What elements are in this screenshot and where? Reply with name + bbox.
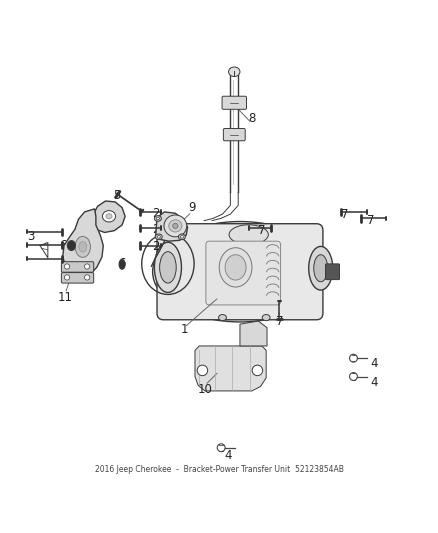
Ellipse shape [119, 260, 125, 269]
FancyBboxPatch shape [157, 224, 323, 320]
Ellipse shape [157, 236, 160, 238]
Ellipse shape [152, 222, 327, 322]
Text: 9: 9 [188, 201, 196, 214]
Ellipse shape [106, 214, 112, 219]
Text: 2016 Jeep Cherokee  -  Bracket-Power Transfer Unit  52123854AB: 2016 Jeep Cherokee - Bracket-Power Trans… [95, 465, 343, 474]
Ellipse shape [219, 248, 252, 287]
Ellipse shape [229, 67, 240, 77]
Text: 7: 7 [276, 314, 283, 328]
Ellipse shape [219, 314, 226, 321]
Text: 2: 2 [152, 207, 159, 220]
Text: 7: 7 [341, 208, 349, 222]
Circle shape [64, 264, 70, 269]
Ellipse shape [164, 215, 187, 237]
Text: 1: 1 [180, 324, 188, 336]
Polygon shape [240, 321, 267, 346]
Text: 7: 7 [258, 224, 265, 237]
Polygon shape [63, 209, 103, 277]
Text: 6: 6 [59, 239, 67, 252]
Text: 10: 10 [198, 383, 212, 396]
Circle shape [197, 365, 208, 376]
Ellipse shape [225, 255, 246, 280]
Polygon shape [92, 201, 125, 232]
FancyBboxPatch shape [61, 272, 94, 283]
Text: 2: 2 [152, 223, 159, 236]
Text: 5: 5 [113, 189, 120, 202]
Text: 11: 11 [58, 292, 73, 304]
Text: 3: 3 [27, 230, 34, 243]
Ellipse shape [67, 241, 75, 251]
Polygon shape [155, 212, 187, 241]
FancyBboxPatch shape [222, 96, 247, 109]
Ellipse shape [102, 211, 116, 222]
Circle shape [64, 275, 70, 280]
Circle shape [217, 444, 225, 451]
Circle shape [85, 275, 90, 280]
Ellipse shape [155, 234, 162, 240]
Circle shape [85, 264, 90, 269]
Ellipse shape [169, 220, 182, 232]
FancyBboxPatch shape [325, 264, 339, 280]
Text: 4: 4 [370, 376, 378, 389]
Ellipse shape [154, 216, 161, 221]
Text: 6: 6 [118, 256, 126, 270]
Ellipse shape [156, 217, 159, 220]
Polygon shape [195, 346, 266, 391]
Ellipse shape [75, 236, 90, 257]
Text: 7: 7 [367, 214, 374, 227]
Ellipse shape [314, 255, 328, 282]
Ellipse shape [229, 225, 268, 245]
Circle shape [173, 223, 178, 229]
Ellipse shape [180, 236, 184, 238]
Ellipse shape [154, 243, 181, 293]
Ellipse shape [178, 234, 185, 240]
Ellipse shape [159, 252, 176, 283]
Ellipse shape [309, 246, 333, 290]
Text: 8: 8 [248, 112, 255, 125]
FancyBboxPatch shape [61, 262, 94, 272]
Text: 2: 2 [152, 240, 159, 253]
Ellipse shape [262, 314, 270, 321]
Ellipse shape [79, 241, 87, 252]
FancyBboxPatch shape [223, 128, 245, 141]
Circle shape [350, 354, 357, 362]
Circle shape [252, 365, 263, 376]
Circle shape [350, 373, 357, 381]
Text: 4: 4 [224, 449, 231, 462]
FancyBboxPatch shape [206, 241, 281, 305]
Text: 4: 4 [370, 357, 378, 370]
